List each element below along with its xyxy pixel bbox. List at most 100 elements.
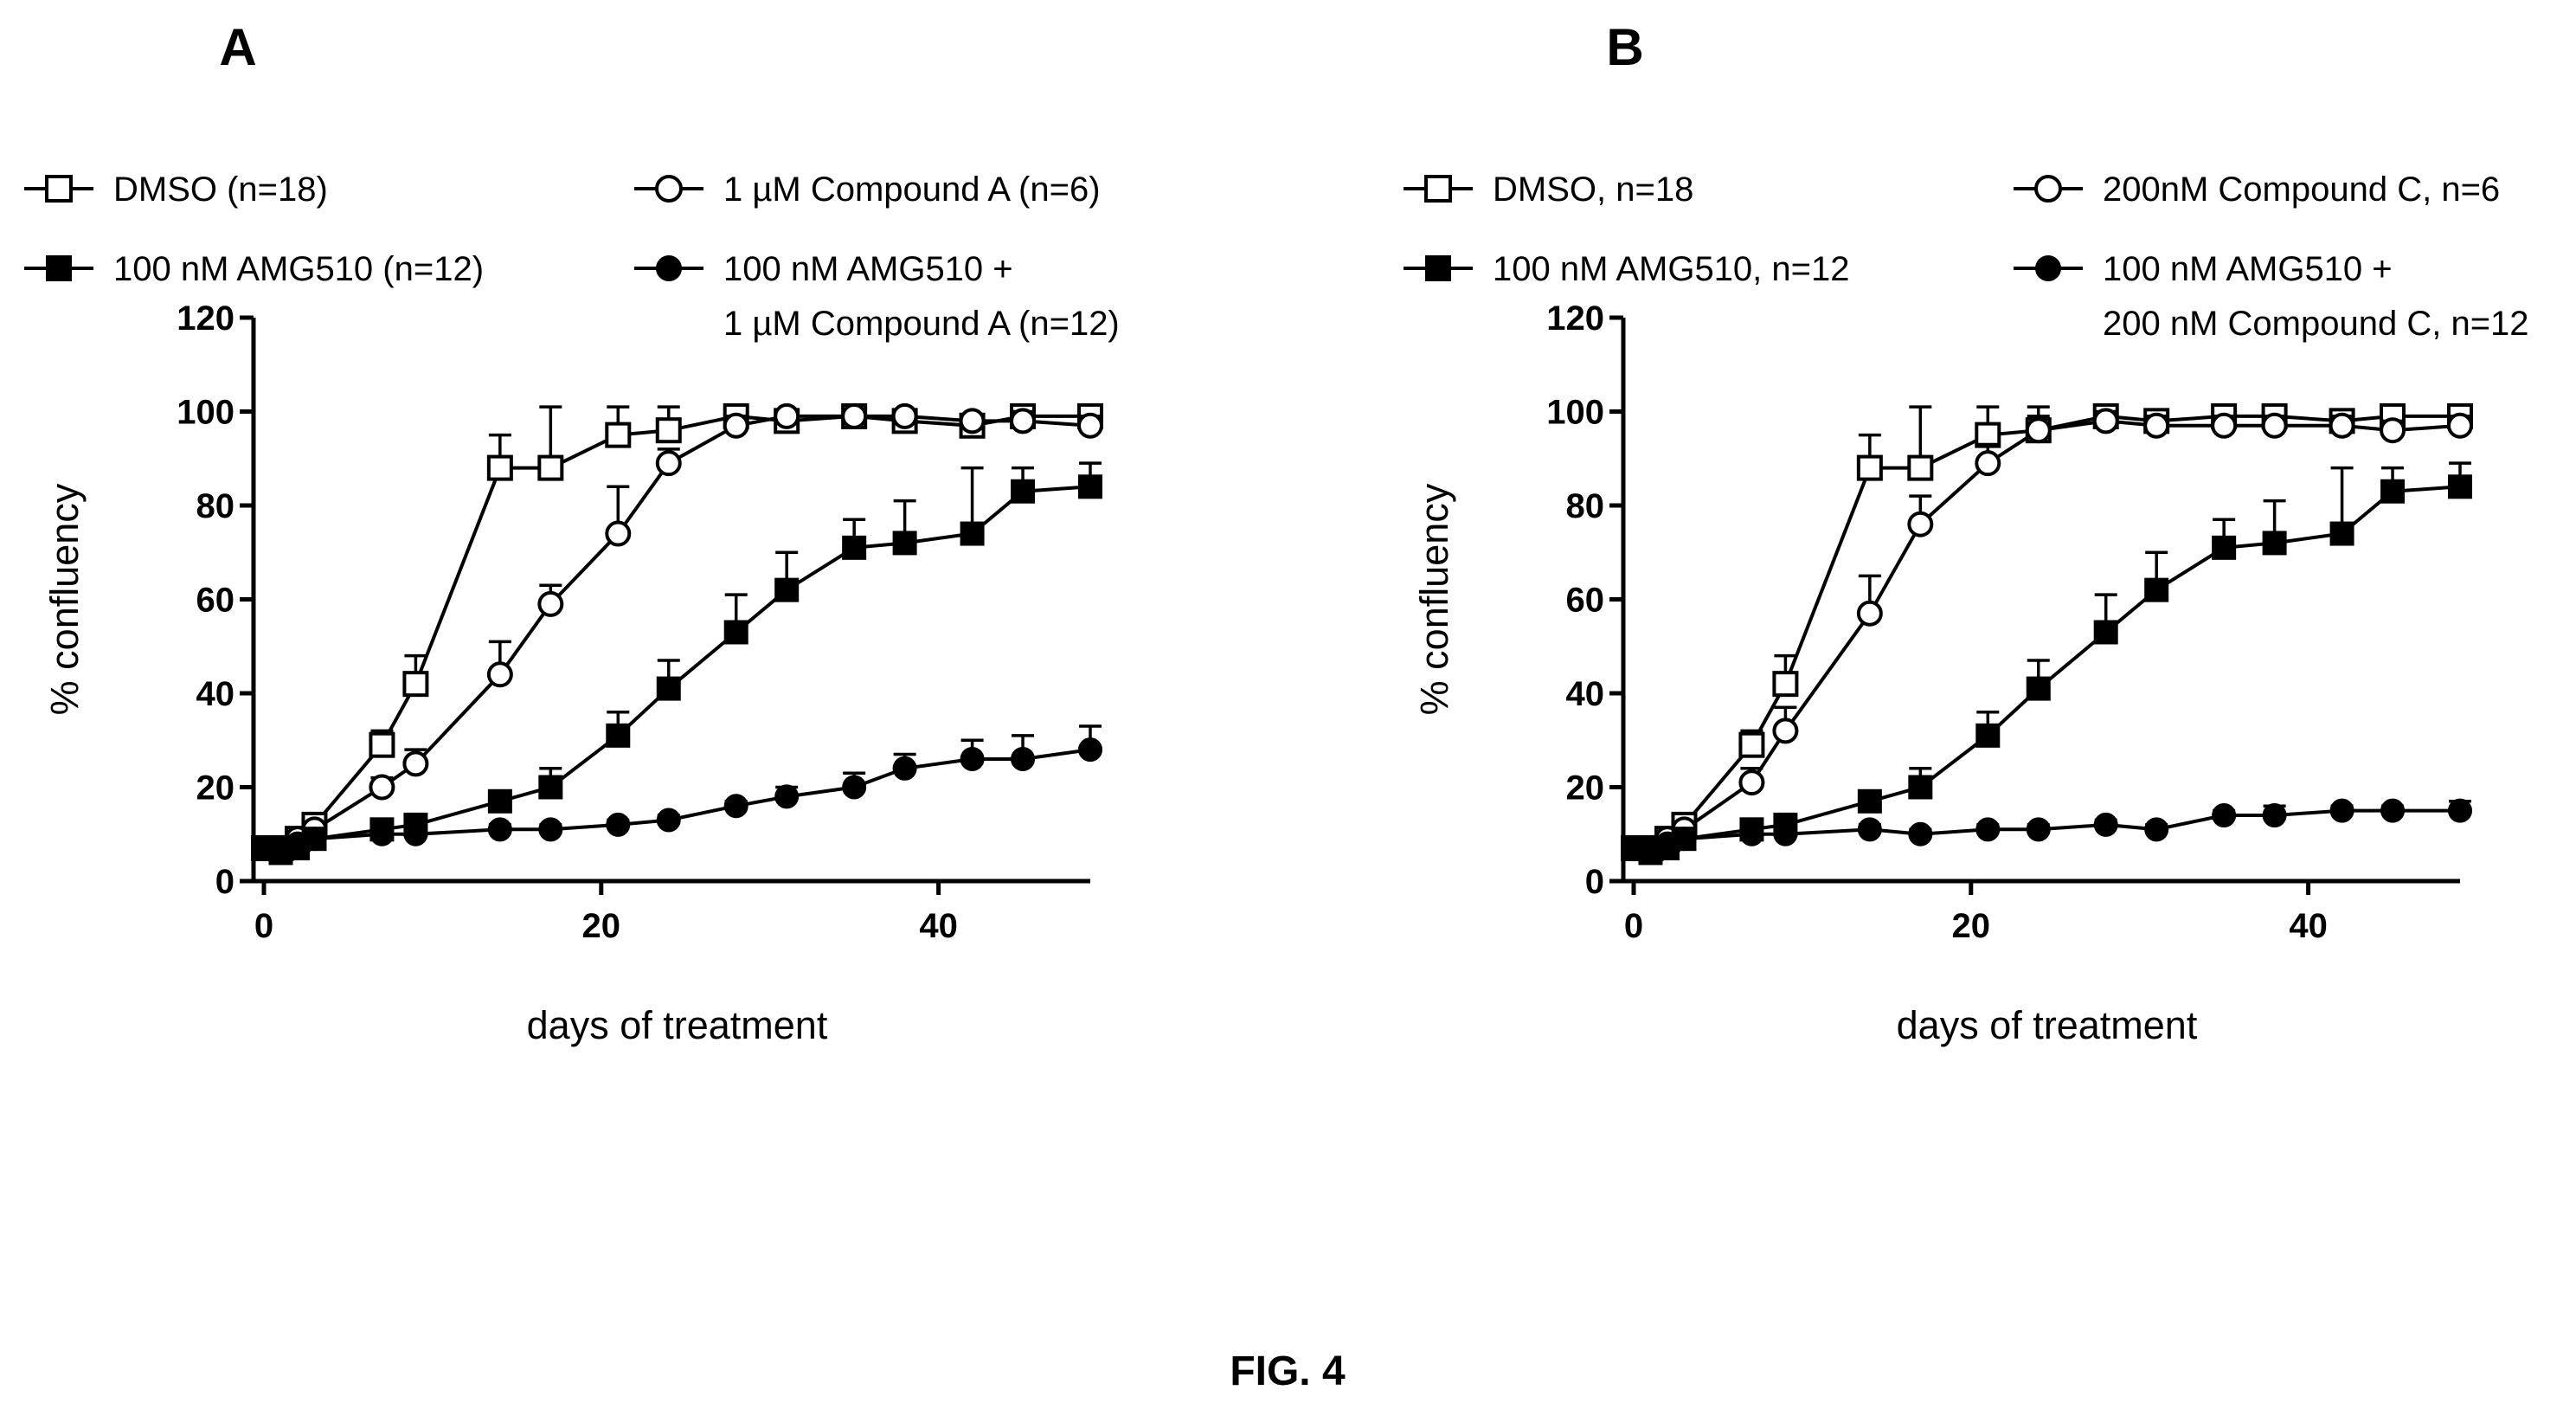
data-point bbox=[369, 731, 395, 758]
data-point bbox=[2329, 798, 2354, 823]
x-tick-label: 40 bbox=[919, 907, 958, 945]
data-point bbox=[302, 827, 327, 852]
panel-letter: A bbox=[219, 18, 256, 76]
data-point bbox=[723, 620, 748, 645]
chart-panel-a: A 0 20 40 60 80 100 120 0 20 40 days of treatment % … bbox=[24, 18, 1120, 1047]
data-point bbox=[2448, 474, 2472, 499]
legend-marker-filled-circle bbox=[656, 255, 682, 281]
data-point bbox=[2144, 817, 2169, 842]
data-point bbox=[2329, 412, 2355, 439]
data-point bbox=[774, 784, 800, 809]
data-point bbox=[655, 450, 682, 477]
data-point bbox=[538, 817, 563, 842]
data-point bbox=[723, 412, 749, 439]
x-tick-label: 20 bbox=[582, 907, 621, 945]
data-point bbox=[2025, 417, 2052, 444]
legend-marker-open-square bbox=[45, 175, 73, 203]
y-tick-label: 40 bbox=[196, 675, 235, 713]
data-point bbox=[1908, 821, 1933, 846]
legend-label: 200nM Compound C, n=6 bbox=[2103, 171, 2500, 209]
legend-label: 1 µM Compound A (n=12) bbox=[723, 305, 1120, 343]
legend-label: 200 nM Compound C, n=12 bbox=[2103, 305, 2529, 343]
data-point bbox=[842, 775, 867, 800]
data-point bbox=[959, 408, 986, 434]
data-point bbox=[2380, 798, 2406, 823]
series-filled-circle bbox=[252, 724, 1102, 861]
data-point bbox=[842, 535, 867, 560]
data-point bbox=[960, 746, 985, 771]
data-point bbox=[605, 520, 632, 547]
data-point bbox=[2448, 798, 2472, 823]
data-point bbox=[1975, 817, 2001, 842]
data-point bbox=[486, 661, 513, 688]
data-point bbox=[2380, 479, 2406, 504]
data-point bbox=[2447, 412, 2473, 439]
legend-entry: DMSO, n=18 bbox=[1404, 171, 1693, 209]
legend-label: 1 µM Compound A (n=6) bbox=[723, 171, 1101, 209]
legend-label: 100 nM AMG510 + bbox=[723, 250, 1013, 288]
data-point bbox=[1856, 454, 1883, 481]
series-filled-square bbox=[252, 461, 1102, 866]
legend-label: 100 nM AMG510, n=12 bbox=[1493, 250, 1850, 288]
data-point bbox=[369, 821, 395, 846]
legend-entry: 100 nM AMG510, n=12 bbox=[1404, 250, 1850, 288]
data-point bbox=[1975, 450, 2001, 477]
data-point bbox=[1907, 511, 1934, 537]
data-point bbox=[1856, 600, 1883, 627]
data-point bbox=[891, 402, 918, 429]
data-point bbox=[2261, 412, 2288, 439]
legend-marker-filled-square bbox=[1425, 255, 1451, 281]
data-point bbox=[1857, 817, 1882, 842]
data-point bbox=[537, 454, 564, 481]
data-point bbox=[487, 788, 512, 814]
data-point bbox=[1078, 737, 1102, 763]
data-point bbox=[606, 723, 631, 748]
data-point bbox=[606, 812, 631, 837]
legend-entry: 100 nM AMG510 + 1 µM Compound A (n=12) bbox=[634, 250, 1120, 343]
x-tick-label: 40 bbox=[2289, 907, 2328, 945]
data-point bbox=[1739, 821, 1764, 846]
data-point bbox=[1857, 788, 1882, 814]
y-tick-label: 40 bbox=[1566, 675, 1605, 713]
data-point bbox=[2026, 676, 2051, 701]
data-point bbox=[892, 756, 917, 781]
legend-label: 100 nM AMG510 (n=12) bbox=[113, 250, 484, 288]
data-point bbox=[841, 402, 868, 429]
legend-entry: 1 µM Compound A (n=6) bbox=[634, 171, 1101, 209]
data-point bbox=[2211, 412, 2238, 439]
data-point bbox=[369, 774, 395, 801]
data-point bbox=[1773, 821, 1798, 846]
series-filled-circle bbox=[1622, 798, 2472, 861]
legend-marker-filled-circle bbox=[2035, 255, 2061, 281]
data-point bbox=[774, 577, 800, 602]
data-point bbox=[1772, 671, 1799, 698]
y-tick-label: 100 bbox=[177, 394, 234, 432]
x-tick-label: 20 bbox=[1952, 907, 1991, 945]
data-point bbox=[605, 422, 632, 448]
x-tick-label: 0 bbox=[1624, 907, 1643, 945]
legend-label: DMSO, n=18 bbox=[1493, 171, 1693, 209]
figure-caption: FIG. 4 bbox=[1230, 1348, 1346, 1394]
data-point bbox=[1772, 718, 1799, 744]
chart-panel-b: B 0 20 40 60 80 100 120 0 20 40 days of treatment % … bbox=[1404, 18, 2529, 1047]
y-tick-label: 120 bbox=[177, 299, 234, 338]
y-tick-label: 20 bbox=[196, 769, 235, 808]
y-tick-label: 0 bbox=[215, 863, 234, 901]
data-point bbox=[2143, 412, 2170, 439]
data-point bbox=[1011, 746, 1036, 771]
data-point bbox=[1975, 723, 2001, 748]
data-point bbox=[2380, 417, 2406, 444]
data-point bbox=[723, 794, 748, 819]
y-tick-label: 120 bbox=[1546, 299, 1604, 338]
y-axis-label: % confluency bbox=[42, 483, 87, 715]
data-point bbox=[402, 671, 429, 698]
data-point bbox=[2092, 408, 2119, 434]
data-point bbox=[1078, 474, 1102, 499]
data-point bbox=[2093, 620, 2118, 645]
data-point bbox=[402, 750, 429, 777]
y-tick-label: 80 bbox=[1566, 487, 1605, 525]
data-point bbox=[2262, 531, 2287, 556]
data-point bbox=[2329, 521, 2354, 546]
data-point bbox=[655, 417, 682, 444]
legend-marker-open-square bbox=[1424, 175, 1452, 203]
